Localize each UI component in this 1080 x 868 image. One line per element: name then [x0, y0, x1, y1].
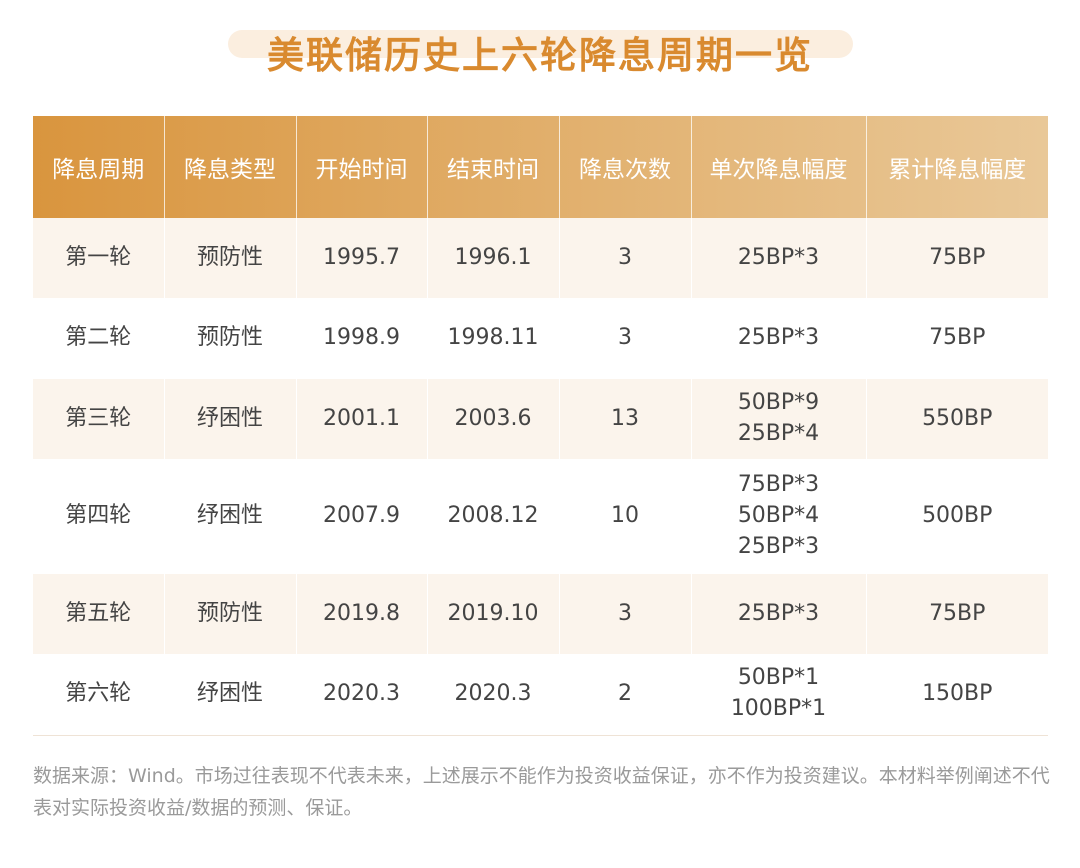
cell-total: 550BP — [922, 405, 993, 431]
page-title: 美联储历史上六轮降息周期一览 — [267, 34, 813, 77]
cell-start: 1998.9 — [296, 298, 428, 379]
cell-end: 1998.11 — [427, 298, 560, 379]
cell-total: 75BP — [929, 325, 986, 351]
cell-total: 500BP — [922, 503, 993, 529]
cell-cycle: 第三轮 — [33, 379, 165, 459]
table-header-row: 降息周期 降息类型 开始时间 结束时间 降息次数 单次降息幅度 累计降息幅度 — [33, 116, 1048, 218]
title-highlight — [228, 30, 853, 58]
cell-start: 2020.3 — [296, 654, 428, 734]
single-line: 25BP*3 — [737, 600, 820, 626]
header-single: 单次降息幅度 — [691, 116, 867, 218]
cell-total: 75BP — [929, 600, 986, 626]
single-line: 100BP*1 — [730, 696, 827, 721]
cell-start: 2007.9 — [296, 459, 428, 574]
table-row: 第三轮 纾困性 2001.1 2003.6 13 50BP*9 25BP*4 5… — [33, 379, 1048, 459]
single-line: 50BP*4 — [737, 503, 820, 529]
table-row: 第四轮 纾困性 2007.9 2008.12 10 75BP*3 50BP*4 … — [33, 459, 1048, 574]
header-end: 结束时间 — [427, 116, 560, 218]
cell-cycle: 第五轮 — [33, 574, 165, 654]
cell-cycle: 第四轮 — [33, 459, 165, 574]
cell-start: 1995.7 — [296, 218, 428, 298]
cell-start: 2001.1 — [296, 379, 428, 459]
cell-start: 2019.8 — [296, 574, 428, 654]
cell-end: 2020.3 — [427, 654, 560, 734]
cell-count: 3 — [559, 298, 692, 379]
title-container: 美联储历史上六轮降息周期一览 — [0, 26, 1080, 86]
header-start: 开始时间 — [296, 116, 428, 218]
table-row: 第二轮 预防性 1998.9 1998.11 3 25BP*3 75BP — [33, 298, 1048, 379]
table-row: 第一轮 预防性 1995.7 1996.1 3 25BP*3 75BP — [33, 218, 1048, 298]
single-line: 75BP*3 — [737, 472, 820, 498]
cell-count: 10 — [559, 459, 692, 574]
table-row: 第六轮 纾困性 2020.3 2020.3 2 50BP*1 100BP*1 1… — [33, 654, 1048, 734]
cell-type: 纾困性 — [164, 654, 297, 734]
cell-single: 50BP*9 25BP*4 — [691, 379, 867, 459]
single-line: 25BP*4 — [737, 421, 820, 446]
header-count: 降息次数 — [559, 116, 692, 218]
single-line: 25BP*3 — [737, 244, 820, 270]
cell-cycle: 第一轮 — [33, 218, 165, 298]
header-type: 降息类型 — [164, 116, 297, 218]
cell-type: 纾困性 — [164, 379, 297, 459]
single-line: 50BP*9 — [737, 390, 820, 416]
single-line: 25BP*3 — [737, 533, 820, 559]
cell-end: 2019.10 — [427, 574, 560, 654]
cell-cycle: 第六轮 — [33, 654, 165, 734]
header-total: 累计降息幅度 — [888, 157, 1027, 183]
table-bottom-divider — [33, 735, 1048, 736]
header-cycle: 降息周期 — [33, 116, 165, 218]
cell-single: 25BP*3 — [691, 298, 867, 379]
cell-count: 3 — [559, 574, 692, 654]
cell-end: 2008.12 — [427, 459, 560, 574]
cell-end: 1996.1 — [427, 218, 560, 298]
cell-type: 预防性 — [164, 574, 297, 654]
cell-single: 75BP*3 50BP*4 25BP*3 — [691, 459, 867, 574]
cell-type: 预防性 — [164, 218, 297, 298]
cell-total: 150BP — [922, 680, 993, 706]
cell-count: 13 — [559, 379, 692, 459]
cell-count: 2 — [559, 654, 692, 734]
cell-single: 25BP*3 — [691, 574, 867, 654]
disclaimer-note: 数据来源：Wind。市场过往表现不代表未来，上述展示不能作为投资收益保证，亦不作… — [33, 765, 1050, 819]
cell-type: 纾困性 — [164, 459, 297, 574]
cell-single: 25BP*3 — [691, 218, 867, 298]
cell-end: 2003.6 — [427, 379, 560, 459]
single-line: 25BP*3 — [737, 325, 820, 351]
cell-total: 75BP — [929, 244, 986, 270]
cell-single: 50BP*1 100BP*1 — [691, 654, 867, 734]
single-line: 50BP*1 — [737, 665, 820, 691]
cell-cycle: 第二轮 — [33, 298, 165, 379]
rate-cut-table: 降息周期 降息类型 开始时间 结束时间 降息次数 单次降息幅度 累计降息幅度 第… — [33, 116, 1048, 734]
cell-count: 3 — [559, 218, 692, 298]
table-row: 第五轮 预防性 2019.8 2019.10 3 25BP*3 75BP — [33, 574, 1048, 654]
cell-type: 预防性 — [164, 298, 297, 379]
